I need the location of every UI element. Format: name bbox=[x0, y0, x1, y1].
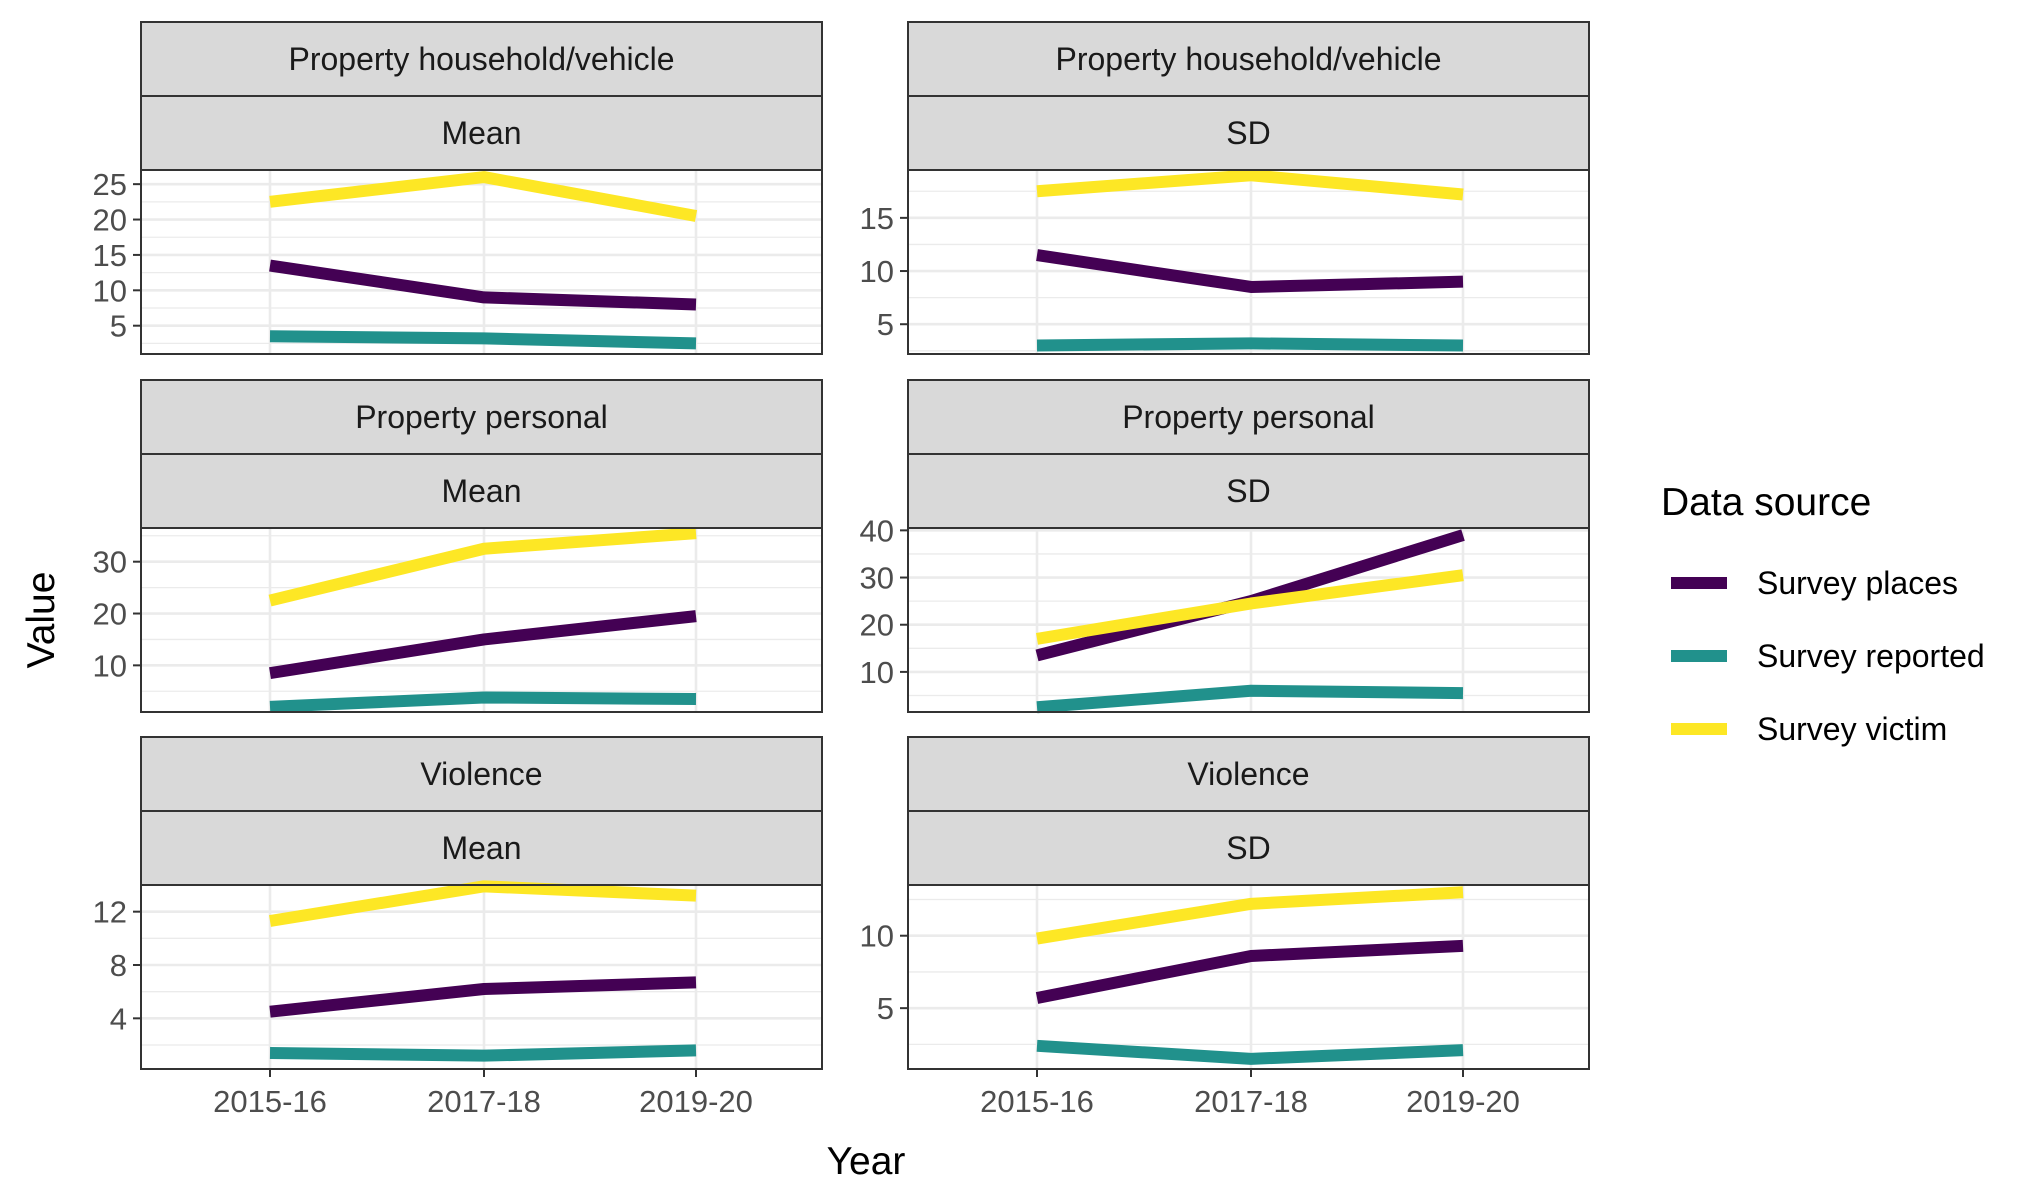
legend: Data source Survey places Survey reported… bbox=[1661, 481, 1985, 747]
series-line-survey-victim bbox=[268, 527, 697, 607]
y-tick-label: 15 bbox=[93, 238, 127, 273]
panel-6: Violence SD 5 10 bbox=[860, 736, 1590, 1070]
y-tick-label: 20 bbox=[860, 608, 894, 643]
facet-strip-top-box bbox=[140, 21, 823, 97]
panel-3: Property personal Mean 10 20 30 bbox=[93, 379, 823, 713]
y-tick-label: 5 bbox=[110, 309, 127, 344]
plot-background bbox=[141, 528, 822, 712]
x-tick-label: 2019-20 bbox=[639, 1084, 753, 1119]
plot-frame bbox=[140, 884, 823, 1070]
y-tick-label: 10 bbox=[93, 648, 127, 683]
series-line-survey-victim bbox=[1036, 169, 1464, 201]
facet-strip-top-label: Property personal bbox=[355, 399, 608, 435]
series-line-survey-reported bbox=[1036, 684, 1464, 714]
series-line-survey-reported bbox=[1036, 1039, 1464, 1065]
legend-label: Survey places bbox=[1757, 565, 1958, 601]
facet-strip-top-box bbox=[907, 21, 1590, 97]
plot-background bbox=[141, 885, 822, 1069]
facet-strip-bottom-label: SD bbox=[1226, 830, 1270, 866]
y-tick-label: 40 bbox=[860, 513, 894, 548]
series-line-survey-places bbox=[1035, 939, 1464, 1004]
facet-strip-top-box bbox=[140, 736, 823, 812]
facet-strip-bottom-label: Mean bbox=[441, 115, 521, 151]
facet-strip-bottom-box bbox=[140, 453, 823, 529]
series-line-survey-places bbox=[1036, 249, 1464, 293]
x-tick-label: 2017-18 bbox=[427, 1084, 541, 1119]
legend-label: Survey victim bbox=[1757, 711, 1947, 747]
facet-strip-top-box bbox=[907, 736, 1590, 812]
facet-strip-top-box bbox=[140, 379, 823, 455]
legend-title: Data source bbox=[1661, 481, 1871, 524]
facet-strip-top-label: Violence bbox=[420, 756, 542, 792]
x-tick-label: 2019-20 bbox=[1406, 1084, 1520, 1119]
y-axis-title: Value bbox=[20, 572, 63, 669]
series-line-survey-reported bbox=[269, 691, 697, 713]
panel-2: Property household/vehicle SD 5 10 15 bbox=[860, 21, 1590, 355]
series-line-survey-reported bbox=[269, 330, 697, 350]
y-tick-label: 8 bbox=[110, 948, 127, 983]
y-tick-label: 5 bbox=[877, 307, 894, 342]
facet-strip-top-label: Property household/vehicle bbox=[288, 41, 674, 77]
plot-frame bbox=[140, 169, 823, 355]
series-line-survey-victim bbox=[269, 880, 697, 927]
plot-background bbox=[908, 170, 1589, 354]
plot-background bbox=[908, 885, 1589, 1069]
facet-strip-top-box bbox=[907, 379, 1590, 455]
y-tick-label: 20 bbox=[93, 597, 127, 632]
panel-4: Property personal SD 10 20 30 40 bbox=[860, 379, 1590, 714]
x-tick-label: 2017-18 bbox=[1194, 1084, 1308, 1119]
facet-strip-bottom-label: Mean bbox=[441, 473, 521, 509]
facet-strip-bottom-box bbox=[140, 810, 823, 886]
facet-strip-top-label: Property household/vehicle bbox=[1055, 41, 1441, 77]
y-tick-label: 25 bbox=[93, 167, 127, 202]
y-tick-label: 10 bbox=[93, 273, 127, 308]
plot-frame bbox=[907, 884, 1590, 1070]
facet-strip-bottom-box bbox=[140, 95, 823, 171]
series-line-survey-victim bbox=[1036, 569, 1464, 645]
y-tick-label: 20 bbox=[93, 203, 127, 238]
plot-background bbox=[141, 170, 822, 354]
series-line-survey-reported bbox=[1036, 337, 1464, 352]
series-line-survey-places bbox=[269, 259, 697, 311]
panel-5: Violence Mean 4 8 12 bbox=[93, 736, 823, 1070]
legend-label: Survey reported bbox=[1757, 638, 1985, 674]
series-line-survey-places bbox=[269, 976, 697, 1018]
x-axis-title: Year bbox=[827, 1140, 906, 1183]
series-line-survey-places bbox=[269, 610, 697, 680]
plot-frame bbox=[907, 169, 1590, 355]
y-tick-label: 4 bbox=[110, 1001, 127, 1036]
facet-strip-top-label: Property personal bbox=[1122, 399, 1375, 435]
plot-frame bbox=[907, 527, 1590, 713]
facet-strip-bottom-box bbox=[907, 95, 1590, 171]
facet-strip-bottom-label: SD bbox=[1226, 115, 1270, 151]
plot-frame bbox=[140, 527, 823, 713]
facet-strip-bottom-label: SD bbox=[1226, 473, 1270, 509]
y-tick-label: 12 bbox=[93, 895, 127, 930]
x-tick-label: 2015-16 bbox=[213, 1084, 327, 1119]
facet-strip-top-label: Violence bbox=[1187, 756, 1309, 792]
series-line-survey-victim bbox=[269, 171, 698, 222]
y-tick-label: 10 bbox=[860, 919, 894, 954]
plot-background bbox=[908, 528, 1589, 712]
y-tick-label: 10 bbox=[860, 254, 894, 289]
y-tick-label: 30 bbox=[93, 545, 127, 580]
y-tick-label: 30 bbox=[860, 561, 894, 596]
y-tick-label: 10 bbox=[860, 655, 894, 690]
y-tick-label: 15 bbox=[860, 201, 894, 236]
facet-strip-bottom-box bbox=[907, 453, 1590, 529]
x-axes: 2015-16 2017-18 2019-20 2015-16 2017-18 2019-… bbox=[213, 1069, 1520, 1119]
y-tick-label: 5 bbox=[877, 991, 894, 1026]
series-line-survey-reported bbox=[269, 1044, 697, 1062]
x-tick-label: 2015-16 bbox=[980, 1084, 1094, 1119]
series-line-survey-victim bbox=[1036, 886, 1464, 945]
panels: Property household/vehicleMean510152025P… bbox=[93, 21, 1590, 1070]
facet-strip-bottom-label: Mean bbox=[441, 830, 521, 866]
